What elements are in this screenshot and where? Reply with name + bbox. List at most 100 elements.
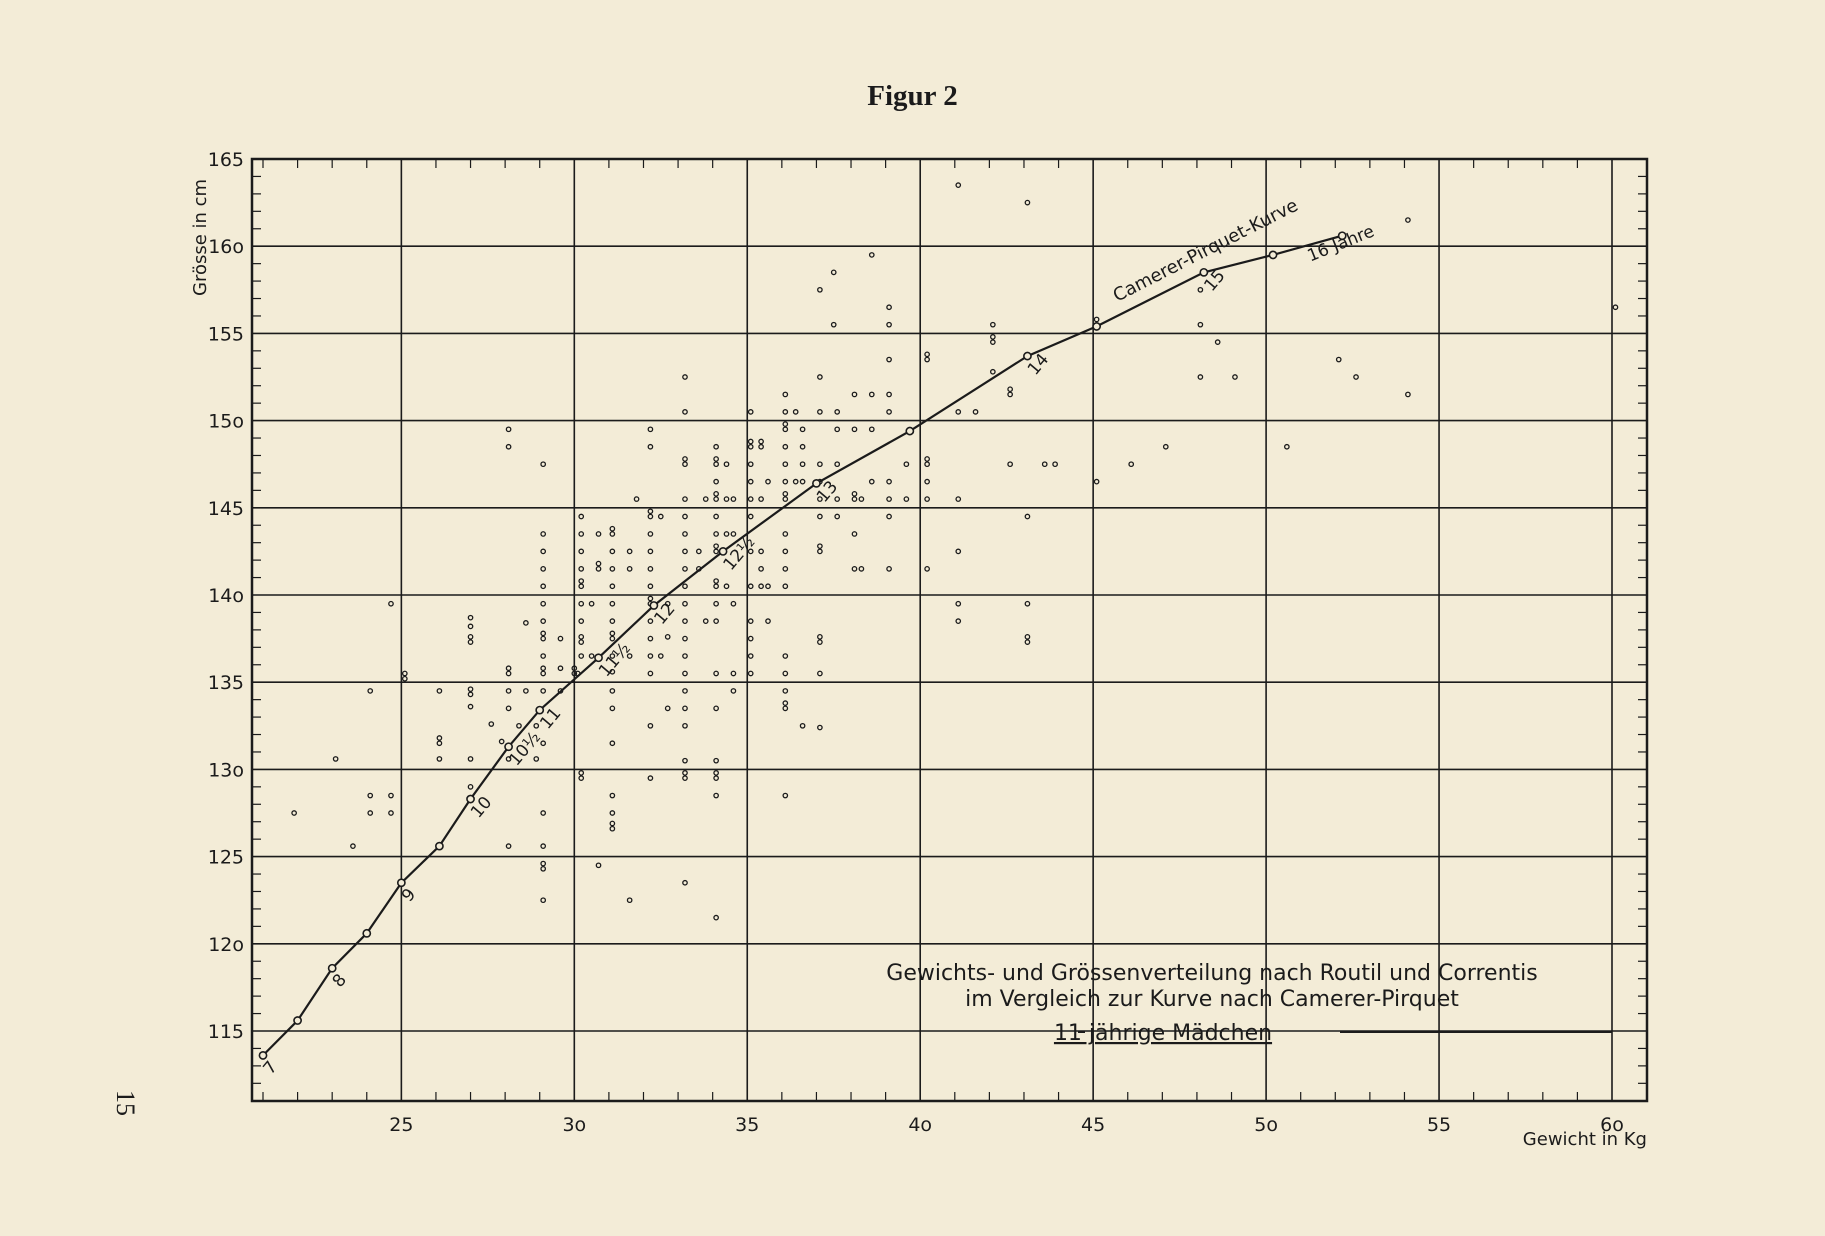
- x-tick-label: 6o: [1600, 1114, 1624, 1136]
- data-point: [609, 565, 616, 572]
- data-point: [817, 543, 823, 550]
- data-point: [747, 618, 754, 625]
- data-point: [1197, 286, 1204, 293]
- data-point: [730, 600, 737, 607]
- curve-point: [258, 1051, 268, 1060]
- data-point: [557, 635, 564, 642]
- data-point: [955, 182, 962, 189]
- data-point: [799, 443, 806, 450]
- data-point: [682, 688, 688, 694]
- data-point: [540, 531, 547, 537]
- data-point: [609, 792, 616, 799]
- data-point: [682, 635, 688, 642]
- data-point: [782, 583, 789, 590]
- data-point: [633, 496, 640, 502]
- data-point: [758, 583, 764, 590]
- data-point: [830, 269, 837, 276]
- data-point: [647, 722, 654, 729]
- data-point: [817, 548, 823, 555]
- data-point: [713, 914, 719, 921]
- data-point: [792, 409, 799, 415]
- data-point: [782, 421, 789, 427]
- data-point: [682, 409, 688, 415]
- data-point: [765, 583, 771, 590]
- data-point: [540, 630, 547, 637]
- data-point: [851, 565, 858, 572]
- age-label: 11½: [595, 639, 635, 681]
- data-point: [1405, 391, 1411, 398]
- caption-line-3: 11 jährige Mädchen: [1054, 1021, 1272, 1046]
- data-point: [723, 531, 730, 537]
- data-point: [647, 426, 654, 433]
- data-point: [626, 565, 633, 572]
- data-point: [886, 356, 892, 363]
- data-point: [540, 565, 547, 572]
- data-point: [1232, 374, 1238, 380]
- data-point: [467, 623, 474, 630]
- data-point: [886, 565, 892, 572]
- data-point: [578, 653, 585, 659]
- data-point: [834, 461, 841, 468]
- data-point: [647, 635, 654, 642]
- data-point: [851, 496, 858, 502]
- data-point: [713, 548, 719, 555]
- data-point: [817, 461, 823, 468]
- x-axis-title: Gewicht in Kg: [1523, 1129, 1647, 1150]
- data-point: [540, 618, 547, 625]
- data-point: [571, 670, 578, 677]
- data-point: [467, 634, 474, 640]
- data-point: [713, 443, 719, 450]
- y-tick-label: 165: [208, 149, 244, 171]
- data-point: [578, 531, 585, 537]
- curve-point: [1023, 351, 1032, 361]
- data-point: [540, 670, 547, 677]
- data-point: [401, 670, 408, 677]
- data-point: [682, 670, 688, 677]
- data-point: [747, 513, 754, 520]
- curve-point: [504, 742, 513, 752]
- data-point: [747, 670, 754, 677]
- data-point: [851, 490, 858, 497]
- data-point: [817, 513, 823, 520]
- data-point: [955, 548, 962, 555]
- data-point: [350, 843, 356, 849]
- data-point: [782, 443, 789, 450]
- data-point: [401, 675, 408, 682]
- curve-point: [594, 653, 603, 663]
- x-tick-label: 3o: [562, 1114, 586, 1136]
- data-point: [540, 897, 547, 904]
- data-point: [713, 600, 719, 607]
- data-point: [713, 670, 719, 677]
- data-point: [1024, 199, 1031, 206]
- data-point: [609, 583, 616, 590]
- x-tick-label: 35: [735, 1114, 759, 1136]
- data-point: [924, 351, 930, 358]
- data-point: [799, 426, 806, 433]
- data-point: [505, 705, 512, 712]
- caption-line-1: Gewichts- und Grössenverteilung nach Rou…: [886, 961, 1537, 986]
- data-point: [647, 775, 654, 781]
- data-point: [747, 461, 754, 468]
- data-point: [609, 668, 616, 675]
- data-point: [723, 461, 730, 468]
- data-point: [540, 583, 547, 590]
- data-point: [609, 525, 616, 532]
- age-label: 7: [260, 1057, 282, 1078]
- curve-point: [362, 928, 372, 938]
- data-point: [647, 531, 654, 537]
- data-point: [747, 409, 754, 415]
- data-point: [578, 513, 585, 520]
- curve-point: [1199, 267, 1209, 277]
- data-point: [595, 862, 602, 869]
- y-tick-label: 13o: [208, 759, 244, 781]
- data-point: [903, 496, 910, 502]
- data-point: [1335, 356, 1342, 363]
- data-point: [467, 703, 474, 710]
- data-point: [609, 653, 616, 659]
- data-point: [817, 670, 823, 677]
- data-point: [505, 670, 512, 677]
- data-point: [989, 339, 996, 345]
- data-point: [989, 334, 996, 340]
- data-point: [436, 735, 443, 741]
- data-point: [367, 688, 374, 694]
